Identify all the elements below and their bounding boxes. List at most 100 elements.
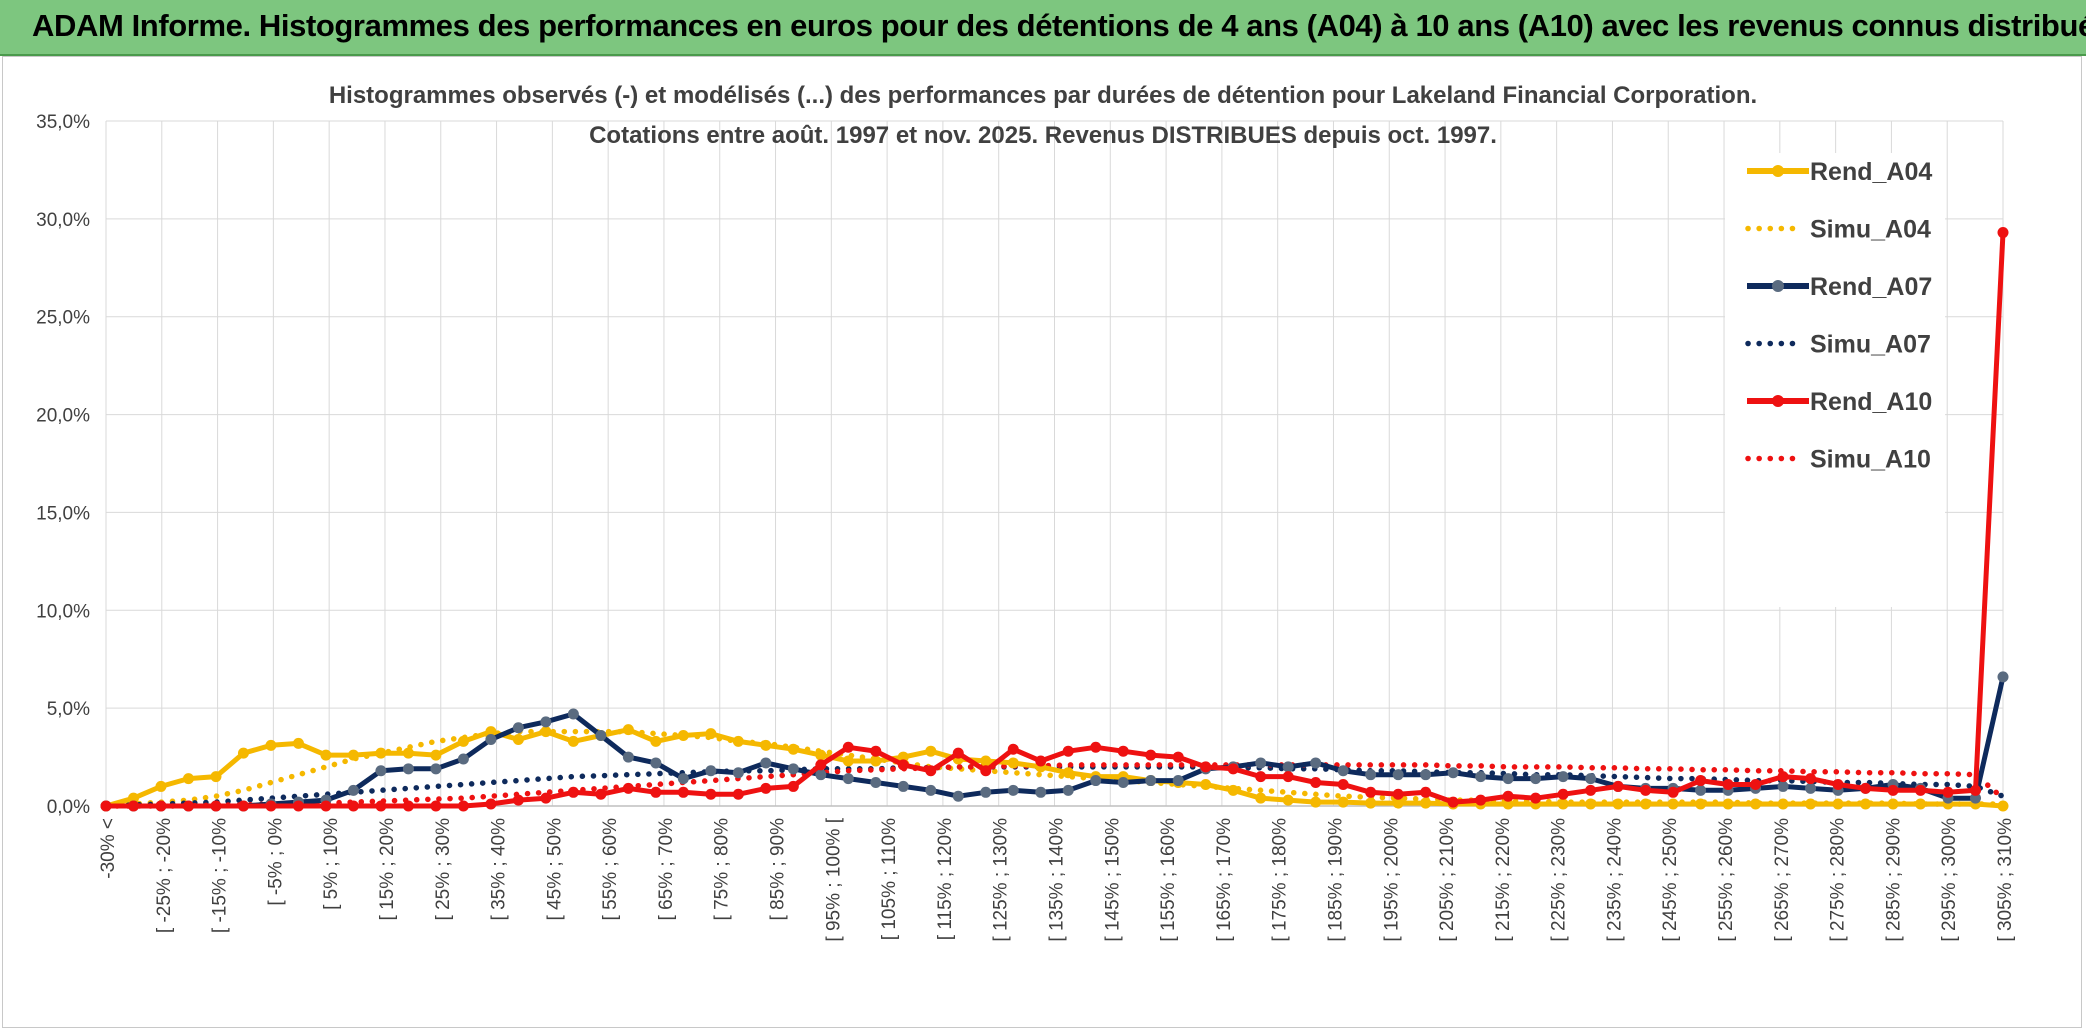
histogram-chart: Histogrammes observés (-) et modélisés (… (36, 82, 2016, 942)
data-point (1310, 777, 1322, 789)
data-point (815, 759, 827, 771)
data-point (787, 743, 799, 755)
data-point (1172, 775, 1184, 787)
data-point (375, 747, 387, 759)
data-point (1007, 757, 1019, 769)
data-point (347, 784, 359, 796)
data-point (1502, 773, 1514, 785)
x-tick-label: [ 15% ; 20% (377, 818, 398, 921)
data-point (622, 751, 634, 763)
x-tick-label: [ 255% ; 260% (1716, 818, 1737, 942)
x-tick-label: [ -25% ; -20% (154, 818, 175, 933)
x-tick-label: [ 55% ; 60% (600, 818, 621, 921)
data-point (952, 790, 964, 802)
legend-label: Rend_A07 (1810, 273, 1932, 301)
data-point (292, 737, 304, 749)
data-point (485, 726, 497, 738)
data-point (1887, 798, 1899, 810)
data-point (760, 739, 772, 751)
x-tick-label: [ 75% ; 80% (712, 818, 733, 921)
data-point (1612, 798, 1624, 810)
data-point (402, 763, 414, 775)
data-point (760, 757, 772, 769)
data-point (182, 773, 194, 785)
data-point (1777, 780, 1789, 792)
data-point (870, 745, 882, 757)
x-tick-label: [ 235% ; 240% (1604, 818, 1625, 942)
x-tick-label: [ 25% ; 30% (433, 818, 454, 921)
data-point (815, 749, 827, 761)
data-point (1062, 767, 1074, 779)
data-point (1777, 798, 1789, 810)
data-point (1805, 773, 1817, 785)
data-point (1695, 798, 1707, 810)
data-point (347, 800, 359, 812)
data-point (815, 769, 827, 781)
data-point (787, 780, 799, 792)
data-point (732, 767, 744, 779)
data-point (1557, 798, 1569, 810)
data-point (1420, 769, 1432, 781)
data-point (1282, 771, 1294, 783)
data-point (650, 735, 662, 747)
data-point (1420, 797, 1432, 809)
data-point (1282, 761, 1294, 773)
data-point (457, 735, 469, 747)
data-point (237, 800, 249, 812)
data-point (897, 751, 909, 763)
y-tick-label: 10,0% (36, 601, 90, 622)
chart-subtitle: Cotations entre août. 1997 et nov. 2025.… (589, 122, 1497, 149)
x-tick-label: [ 205% ; 210% (1437, 818, 1458, 942)
legend-item-rend-a10: Rend_A10 (1747, 388, 1932, 416)
data-point (1475, 771, 1487, 783)
data-point (705, 728, 717, 740)
y-tick-label: 0,0% (47, 797, 90, 818)
data-point (1860, 798, 1872, 810)
data-point (512, 794, 524, 806)
legend-item-simu-a07: Simu_A07 (1745, 331, 1931, 359)
data-point (1530, 792, 1542, 804)
data-point (1062, 745, 1074, 757)
data-point (842, 741, 854, 753)
data-point (1007, 743, 1019, 755)
x-tick-label: [ 185% ; 190% (1325, 818, 1346, 942)
data-point (457, 800, 469, 812)
data-point (1832, 778, 1844, 790)
y-tick-label: 5,0% (47, 699, 90, 720)
legend-item-rend-a04: Rend_A04 (1747, 158, 1932, 186)
data-point (1695, 784, 1707, 796)
data-point (1640, 798, 1652, 810)
data-point (402, 747, 414, 759)
data-point (1145, 749, 1157, 761)
data-point (100, 800, 112, 812)
x-tick-label: [ 5% ; 10% (321, 818, 342, 910)
data-point (1117, 745, 1129, 757)
data-point (402, 800, 414, 812)
data-point (925, 765, 937, 777)
data-point (375, 800, 387, 812)
data-point (650, 757, 662, 769)
x-tick-label: [ 305% ; 310% (1995, 818, 2016, 942)
data-point (595, 730, 607, 742)
series-line (106, 676, 2006, 809)
data-point (210, 771, 222, 783)
legend-marker (1772, 395, 1784, 407)
data-point (622, 724, 634, 736)
data-point (980, 755, 992, 767)
report-title: ADAM Informe. Histogrammes des performan… (32, 8, 2086, 43)
data-point (1255, 792, 1267, 804)
data-point (1172, 751, 1184, 763)
x-tick-label: [ 115% ; 120% (935, 818, 956, 940)
chart-title: Histogrammes observés (-) et modélisés (… (329, 82, 1757, 109)
data-point (265, 800, 277, 812)
data-point (897, 780, 909, 792)
legend-label: Rend_A04 (1810, 158, 1932, 186)
y-tick-label: 30,0% (36, 210, 90, 231)
data-point (1695, 775, 1707, 787)
series-line (106, 232, 2006, 809)
data-point (1750, 778, 1762, 790)
data-point (1227, 784, 1239, 796)
data-point (1915, 784, 1927, 796)
data-point (595, 788, 607, 800)
data-point (1007, 784, 1019, 796)
